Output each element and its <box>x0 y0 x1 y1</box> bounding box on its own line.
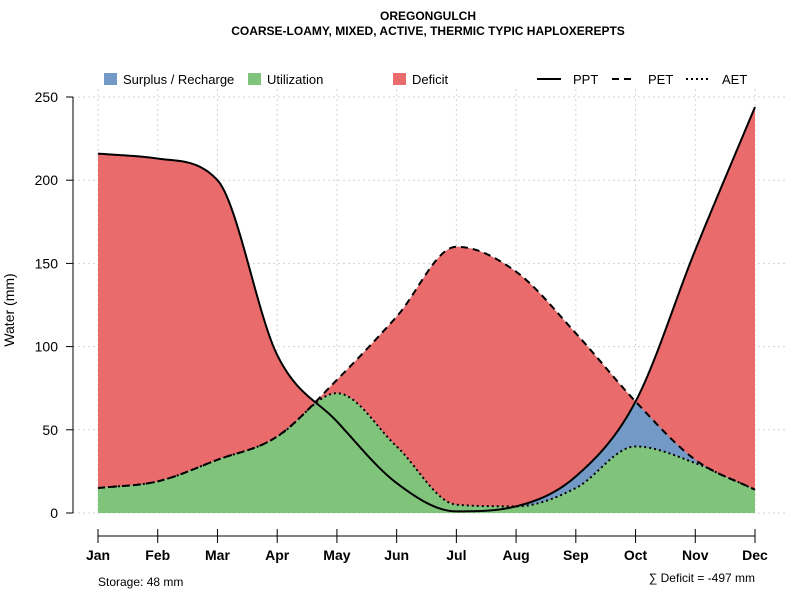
legend: Surplus / Recharge Utilization Deficit PPT P… <box>104 72 747 87</box>
x-tick-label: Mar <box>205 547 230 563</box>
legend-label: PPT <box>573 72 598 87</box>
y-tick-label: 100 <box>35 339 59 355</box>
y-tick-label: 200 <box>35 172 59 188</box>
x-tick-label: Sep <box>563 547 589 563</box>
legend-swatch <box>104 73 117 85</box>
x-tick-label: Nov <box>682 547 709 563</box>
chart-title: OREGONGULCH <box>380 9 476 23</box>
aet-line <box>97 392 756 508</box>
chart-subtitle: COARSE-LOAMY, MIXED, ACTIVE, THERMIC TYP… <box>231 24 625 38</box>
x-tick-label: May <box>323 547 350 563</box>
series-lines <box>97 106 756 513</box>
x-tick-label: Jun <box>384 547 409 563</box>
utilization-area <box>98 393 755 513</box>
x-tick-label: Aug <box>502 547 529 563</box>
legend-label: Surplus / Recharge <box>123 72 234 87</box>
pet-line <box>97 245 756 491</box>
storage-annotation: Storage: 48 mm <box>98 575 183 589</box>
deficit-sum-annotation: ∑ Deficit = -497 mm <box>649 571 755 585</box>
y-tick-label: 250 <box>35 89 59 105</box>
x-tick-label: Feb <box>145 547 170 563</box>
x-tick-label: Dec <box>742 547 768 563</box>
legend-label: AET <box>722 72 747 87</box>
y-axis-label: Water (mm) <box>1 273 17 346</box>
legend-swatch <box>248 73 261 85</box>
y-tick-label: 50 <box>42 422 58 438</box>
x-tick-label: Apr <box>265 547 290 563</box>
deficit-area <box>98 106 755 507</box>
legend-label: PET <box>648 72 673 87</box>
y-tick-label: 150 <box>35 255 59 271</box>
x-tick-label: Jul <box>446 547 466 563</box>
legend-label: Deficit <box>412 72 449 87</box>
x-tick-label: Oct <box>624 547 648 563</box>
y-tick-label: 0 <box>50 505 58 521</box>
legend-swatch <box>393 73 406 85</box>
area-fills <box>98 106 755 513</box>
axes: 0 50 100 150 200 250 Jan Feb Mar Apr May Jun Jul Aug S… <box>35 89 768 563</box>
x-tick-label: Jan <box>86 547 110 563</box>
legend-label: Utilization <box>267 72 323 87</box>
ppt-line <box>97 106 756 513</box>
